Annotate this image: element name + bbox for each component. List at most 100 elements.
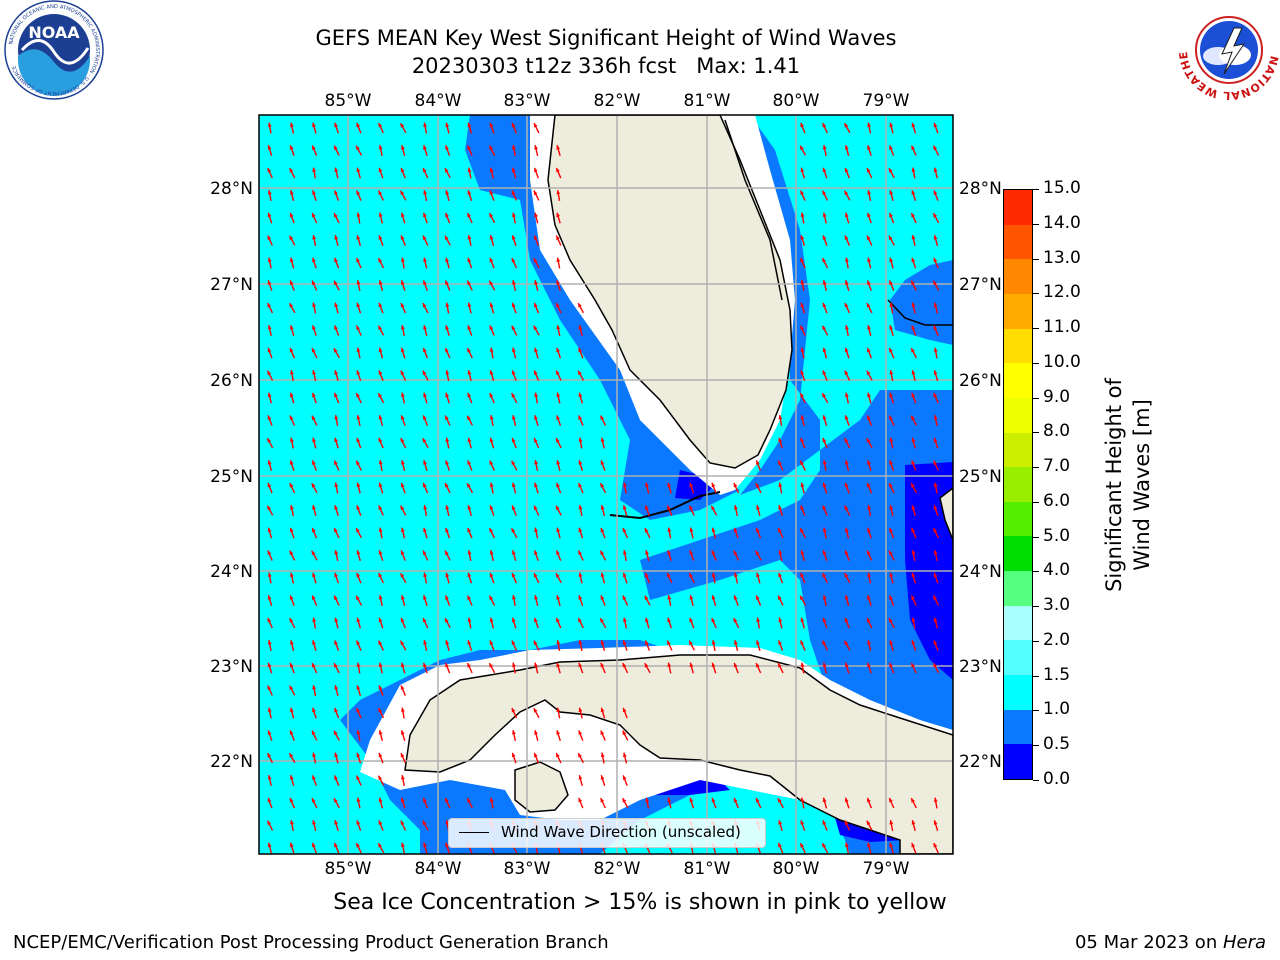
wave-arrow <box>378 122 384 134</box>
wave-arrow <box>578 504 583 517</box>
wave-arrow <box>621 797 629 809</box>
wave-arrow <box>556 707 561 719</box>
wave-arrow <box>288 302 296 314</box>
lat-label-left: 27°N <box>210 275 253 295</box>
wave-arrow <box>334 302 339 314</box>
wave-arrow <box>466 212 473 224</box>
wave-arrow <box>822 370 828 381</box>
wave-arrow <box>821 325 829 336</box>
wave-arrow <box>843 640 851 651</box>
wave-arrow <box>466 482 474 494</box>
wave-arrow <box>710 505 718 516</box>
wave-arrow <box>288 752 296 764</box>
colorbar-tick-label: 1.5 <box>1043 664 1071 685</box>
wave-arrow <box>822 617 828 629</box>
wave-arrow <box>466 595 473 606</box>
isla-de-la-juventud <box>514 761 569 813</box>
wave-arrow <box>645 549 650 562</box>
lon-label-top: 80°W <box>773 91 820 111</box>
wave-arrow <box>333 730 340 741</box>
wave-arrow <box>889 640 894 651</box>
wave-arrow <box>333 212 340 224</box>
wave-arrow <box>800 482 805 494</box>
wave-arrow <box>333 392 340 404</box>
wave-arrow <box>577 370 585 381</box>
wave-arrow <box>800 617 805 629</box>
wave-arrow <box>445 640 450 651</box>
wave-arrow <box>800 190 806 201</box>
wave-arrow <box>555 302 562 314</box>
wave-arrow <box>267 235 273 246</box>
wave-arrow <box>799 257 806 269</box>
wave-arrow <box>289 257 295 269</box>
wave-arrow <box>533 640 540 651</box>
wave-arrow <box>578 572 583 584</box>
wave-arrow <box>755 595 762 606</box>
wave-arrow <box>932 662 940 674</box>
wave-arrow <box>933 370 939 381</box>
lon-label-top: 81°W <box>684 91 731 111</box>
wave-arrow <box>290 819 294 832</box>
wave-arrow <box>822 550 828 561</box>
wave-arrow <box>312 752 317 764</box>
wave-arrow <box>355 145 363 156</box>
wave-arrow <box>289 797 295 809</box>
colorbar-tick-mark <box>1033 258 1039 260</box>
wave-arrow <box>645 797 650 809</box>
wave-arrow <box>289 572 295 584</box>
wave-arrow <box>622 640 628 651</box>
wave-arrow <box>800 414 805 427</box>
wave-arrow <box>778 482 783 494</box>
colorbar-segment <box>1004 639 1032 676</box>
wave-arrow <box>400 797 406 809</box>
wave-arrow <box>933 392 939 404</box>
wave-arrow <box>267 617 273 629</box>
wave-arrow <box>711 797 717 809</box>
wave-arrow <box>844 415 850 426</box>
wave-arrow <box>266 505 274 516</box>
lon-label-bottom: 85°W <box>325 859 372 879</box>
wave-arrow <box>289 122 295 134</box>
chart-title-line2: 20230303 t12z 336h fcst Max: 1.41 <box>411 54 801 78</box>
sea-ice-note: Sea Ice Concentration > 15% is shown in … <box>333 890 947 915</box>
wave-arrow <box>889 369 894 382</box>
wave-arrow <box>467 167 472 179</box>
wave-arrow <box>777 842 784 854</box>
wave-arrow <box>445 190 450 201</box>
wave-arrow <box>423 572 428 584</box>
wave-arrow <box>466 662 473 674</box>
wave-arrow <box>511 370 517 381</box>
wave-arrow <box>622 527 629 539</box>
wave-arrow <box>288 685 296 696</box>
wave-arrow <box>267 167 273 179</box>
wave-arrow <box>511 707 518 719</box>
wave-arrow <box>800 347 805 359</box>
wave-arrow <box>866 662 872 674</box>
wave-arrow <box>555 370 562 381</box>
wave-arrow <box>866 302 873 314</box>
wave-arrow <box>821 640 829 651</box>
lat-label-left: 23°N <box>210 657 253 677</box>
wave-arrow <box>866 347 873 359</box>
wave-arrow <box>844 280 850 291</box>
wave-arrow <box>577 302 585 314</box>
wave-arrow <box>822 820 828 831</box>
wave-arrow <box>488 662 496 674</box>
lat-label-left: 22°N <box>210 752 253 772</box>
colorbar-tick-mark <box>1033 571 1039 573</box>
wave-arrow <box>911 842 917 854</box>
wave-arrow <box>400 437 407 449</box>
wave-arrow <box>400 662 406 674</box>
wave-arrow <box>910 145 917 156</box>
wave-arrow <box>555 167 562 179</box>
wave-arrow <box>333 842 340 854</box>
wave-arrow <box>267 482 273 494</box>
wave-arrow <box>423 145 428 156</box>
wave-arrow <box>312 617 317 629</box>
wave-arrow <box>289 145 295 156</box>
wave-arrow <box>778 572 784 584</box>
wave-arrow <box>489 122 495 134</box>
wave-arrow <box>755 482 762 494</box>
wave-arrow <box>378 797 384 809</box>
lat-label-right: 23°N <box>959 657 1002 677</box>
